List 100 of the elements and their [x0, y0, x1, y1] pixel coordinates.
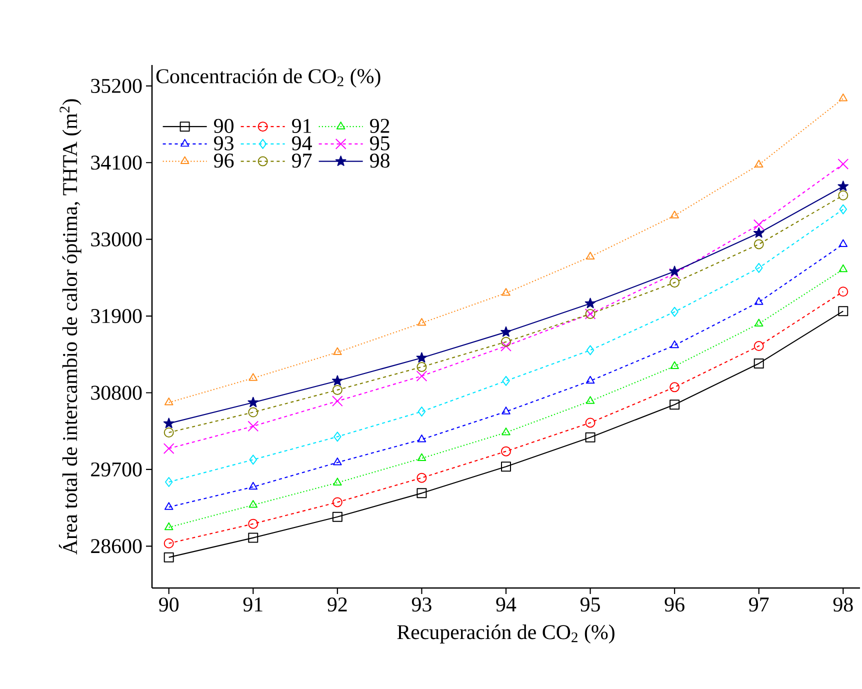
y-tick-label: 34100 [91, 156, 142, 170]
y-tick-label: 28600 [91, 539, 142, 554]
point [670, 400, 680, 410]
point [753, 227, 764, 238]
y-tick-label: 35200 [91, 78, 142, 93]
point [754, 262, 763, 273]
point [248, 482, 258, 490]
point [164, 427, 174, 438]
x-tick-label: 91 [243, 598, 262, 612]
point [838, 264, 848, 272]
x-tick-label: 97 [749, 598, 769, 612]
point [248, 373, 258, 381]
point [670, 306, 678, 317]
legend-label: 97 [292, 154, 312, 168]
point [502, 376, 510, 386]
point [164, 552, 174, 562]
point [585, 432, 596, 442]
point [754, 341, 764, 352]
x-tick-label: 90 [159, 598, 179, 612]
point [332, 497, 342, 508]
point [164, 477, 173, 488]
point [754, 358, 764, 368]
point [416, 352, 428, 363]
point [502, 427, 510, 436]
point [164, 398, 174, 406]
y-tick-label: 29700 [91, 462, 142, 477]
point [416, 488, 427, 498]
x-tick-label: 93 [412, 598, 432, 612]
point [754, 239, 764, 250]
point [838, 190, 848, 200]
legend-label: 92 [370, 118, 390, 133]
legend-label: 98 [370, 154, 390, 168]
point [838, 180, 849, 192]
x-tick-label: 94 [496, 598, 516, 612]
legend-label: 90 [214, 118, 234, 133]
point [838, 286, 848, 297]
point [586, 396, 595, 404]
point [416, 472, 427, 483]
point [670, 382, 680, 392]
point [586, 376, 595, 384]
point [585, 418, 596, 428]
point [417, 453, 426, 462]
point [670, 340, 679, 348]
point [670, 210, 679, 218]
point [417, 434, 426, 442]
point [163, 443, 174, 454]
point [418, 406, 426, 417]
point [838, 158, 849, 170]
point [500, 340, 512, 352]
point [502, 288, 510, 296]
y-axis-title: Área total de intercambio de calor óptima, THTA (m$^{2}$) [58, 99, 82, 554]
point [164, 522, 174, 530]
legend-label: 93 [214, 136, 234, 150]
legend-label: 95 [370, 136, 390, 150]
point [838, 93, 848, 102]
point [838, 239, 848, 247]
point [248, 396, 259, 408]
legend-label: 94 [292, 136, 312, 150]
point [501, 446, 511, 456]
point [416, 362, 427, 372]
point [502, 406, 510, 414]
point [670, 278, 680, 288]
x-tick-label: 98 [833, 598, 853, 612]
point [249, 454, 258, 465]
point [332, 384, 342, 395]
x-tick-label: 92 [328, 598, 347, 612]
point [163, 418, 174, 428]
legend-label: 91 [292, 118, 312, 133]
y-tick-label: 31900 [91, 308, 142, 324]
point [417, 318, 426, 326]
point [248, 518, 258, 529]
point [586, 345, 594, 356]
point [669, 266, 680, 276]
point [332, 375, 343, 386]
point [248, 500, 258, 508]
point [586, 252, 595, 260]
point [501, 462, 511, 472]
point [164, 538, 174, 548]
point [248, 532, 258, 543]
point [333, 457, 342, 466]
point [334, 432, 342, 442]
legend-title: Concentración de CO$_{2}$ (%) [156, 68, 380, 88]
point [838, 306, 848, 316]
point [332, 512, 342, 522]
x-tick-label: 96 [664, 598, 684, 612]
point [501, 336, 511, 347]
point [754, 318, 764, 326]
x-axis-title: Recuperación de CO$_{2}$ (%) [397, 624, 614, 644]
point [500, 326, 512, 337]
point [248, 407, 258, 418]
point [754, 160, 764, 168]
point [670, 361, 679, 369]
legend-label: 96 [214, 154, 234, 168]
x-tick-label: 95 [580, 598, 600, 612]
point [332, 396, 343, 407]
y-tick-label: 30800 [91, 386, 142, 400]
point [754, 297, 764, 305]
point [584, 298, 596, 308]
point [164, 502, 174, 510]
point [753, 219, 764, 230]
